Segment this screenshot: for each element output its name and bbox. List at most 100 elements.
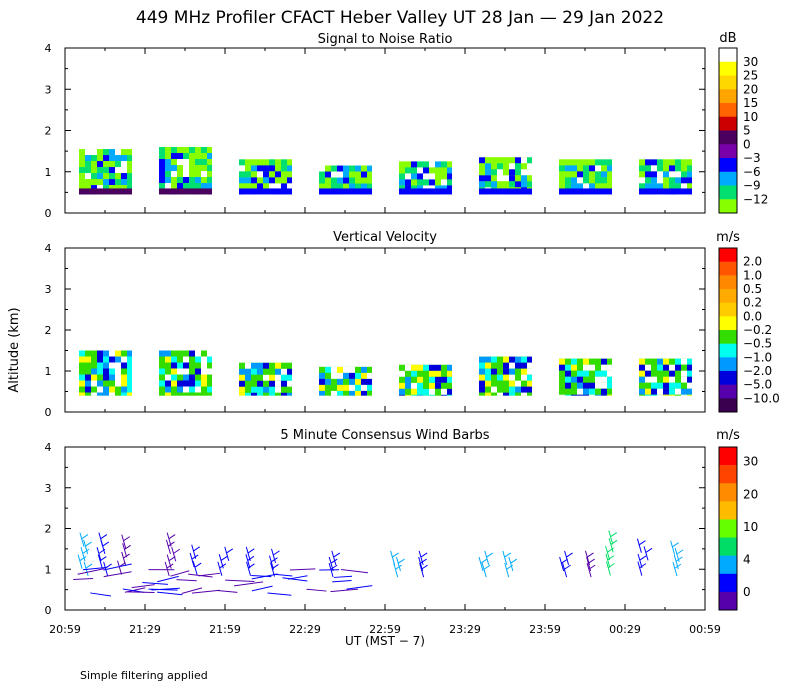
heatmap-cell: [195, 362, 201, 369]
heatmap-cell: [405, 376, 411, 383]
heatmap-cell: [177, 362, 183, 369]
heatmap-cell: [207, 177, 212, 183]
heatmap-cell: [337, 378, 343, 385]
heatmap-cell: [239, 368, 245, 375]
heatmap-cell: [651, 364, 657, 371]
heatmap-cell: [559, 376, 565, 383]
wind-barb: [100, 539, 106, 555]
heatmap-cell: [263, 183, 269, 190]
heatmap-cell: [447, 167, 452, 174]
heatmap-cell: [183, 165, 189, 171]
wind-barb-flag: [102, 541, 110, 547]
heatmap-cell: [331, 372, 337, 379]
heatmap-cell: [91, 368, 97, 375]
heatmap-cell: [165, 386, 171, 393]
heatmap-cell: [503, 362, 509, 369]
wind-barb-low: [282, 577, 308, 582]
heatmap-cell: [165, 392, 171, 396]
heatmap-cell: [115, 392, 121, 396]
heatmap-cell: [645, 388, 651, 395]
wind-barb-flag: [486, 552, 494, 558]
heatmap-cell: [97, 185, 103, 192]
heatmap-cell: [521, 386, 527, 393]
colorbar-label: 0: [743, 585, 751, 599]
wind-barb-low: [251, 575, 272, 578]
heatmap-cell: [91, 392, 97, 396]
colorbar-label: 10: [743, 520, 758, 534]
heatmap-cell: [189, 368, 195, 375]
heatmap-cell: [687, 394, 692, 396]
heatmap-cell: [601, 382, 607, 389]
heatmap-cell: [103, 362, 109, 369]
heatmap-cell: [195, 147, 201, 153]
y-tick-label: 2: [45, 125, 52, 138]
heatmap-cell: [429, 376, 435, 383]
heatmap-cell: [85, 167, 91, 174]
heatmap-cell: [159, 159, 165, 165]
heatmap-cell: [485, 362, 491, 369]
heatmap-cell: [85, 149, 91, 156]
heatmap-cell: [583, 376, 589, 383]
heatmap-cell: [263, 177, 269, 184]
heatmap-cell: [263, 362, 269, 369]
heatmap-cell: [497, 374, 503, 381]
heatmap-cell: [159, 380, 165, 387]
heatmap-cell: [601, 370, 607, 377]
wind-unit-label: m/s: [716, 428, 740, 443]
colorbar-segment: [719, 185, 737, 200]
colorbar-label: 1.0: [743, 268, 762, 282]
heatmap-cell: [485, 380, 491, 387]
heatmap-cell: [607, 376, 612, 383]
heatmap-cell: [165, 362, 171, 369]
heatmap-cell: [245, 362, 251, 369]
heatmap-cell: [681, 382, 687, 389]
heatmap-cell: [565, 370, 571, 377]
heatmap-cell: [675, 376, 681, 383]
heatmap-cell: [355, 177, 361, 184]
heatmap-cell: [183, 159, 189, 165]
colorbar-label: 0.5: [743, 282, 762, 296]
heatmap-cell: [589, 177, 595, 184]
heatmap-cell: [687, 382, 692, 389]
heatmap-cell: [115, 185, 121, 192]
heatmap-cell: [287, 159, 292, 166]
heatmap-cell: [447, 179, 452, 186]
heatmap-cell: [435, 364, 441, 371]
wind-barb: [269, 555, 274, 570]
heatmap-cell: [257, 380, 263, 387]
heatmap-cell: [367, 183, 372, 190]
heatmap-cell: [159, 177, 165, 183]
wind-barb-flag: [607, 547, 614, 553]
heatmap-cell: [109, 185, 115, 192]
heatmap-cell: [281, 392, 287, 396]
heatmap-cell: [275, 362, 281, 369]
heatmap-cell: [361, 165, 367, 172]
heatmap-cell: [417, 376, 423, 383]
heatmap-cell: [521, 157, 527, 164]
heatmap-cell: [97, 356, 103, 363]
colorbar-segment: [719, 519, 737, 538]
heatmap-cell: [447, 394, 452, 396]
heatmap-cell: [435, 161, 441, 168]
heatmap-cell: [515, 380, 521, 387]
wind-barb-low: [82, 566, 108, 571]
heatmap-cell: [411, 376, 417, 383]
heatmap-cell: [349, 177, 355, 184]
heatmap-cell: [681, 183, 687, 190]
heatmap-cell: [319, 177, 325, 184]
heatmap-cell: [269, 368, 275, 375]
heatmap-low-band: [399, 188, 452, 195]
heatmap-cell: [367, 384, 372, 391]
wind-barb: [605, 561, 611, 576]
wind-barb: [97, 554, 103, 569]
heatmap-cell: [657, 177, 663, 184]
heatmap-cell: [207, 350, 212, 357]
wind-barb-flag: [173, 548, 181, 554]
heatmap-cell: [509, 157, 515, 164]
heatmap-cell: [85, 173, 91, 180]
heatmap-cell: [423, 394, 429, 396]
heatmap-cell: [521, 368, 527, 375]
colorbar-label: −10.0: [743, 391, 780, 405]
heatmap-cell: [559, 358, 565, 365]
heatmap-cell: [207, 183, 212, 189]
